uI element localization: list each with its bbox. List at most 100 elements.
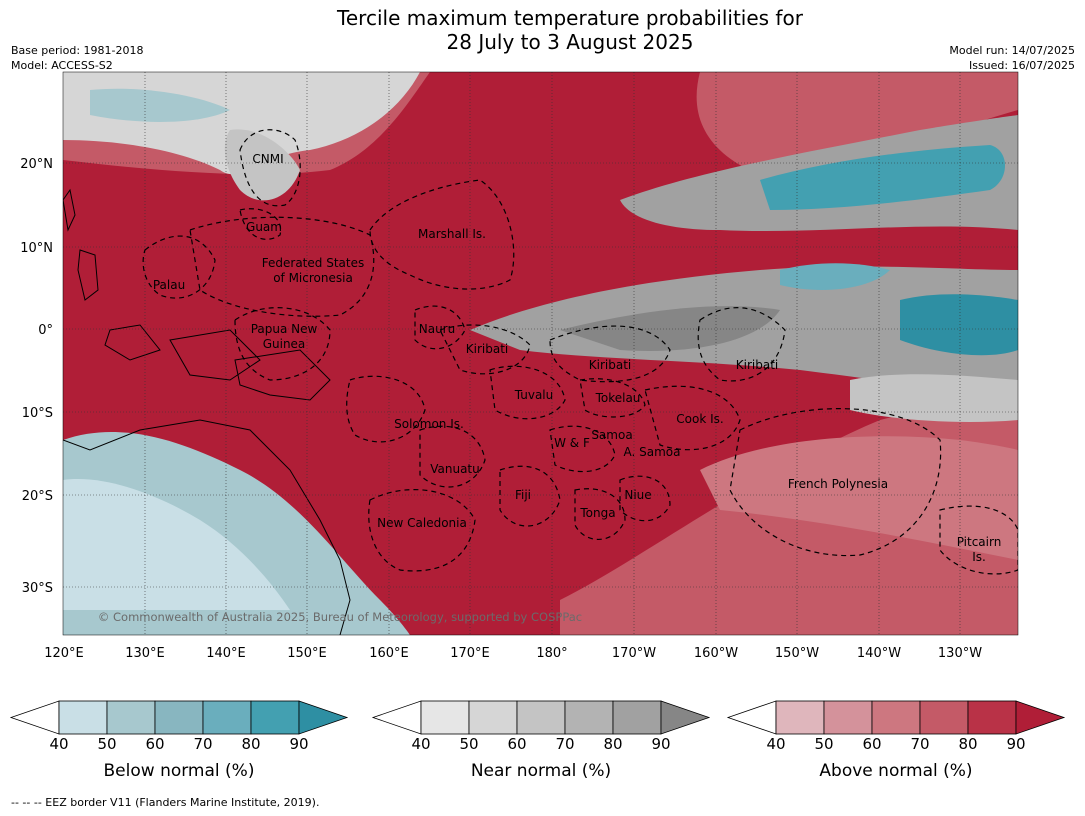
region-label: Tuvalu	[514, 388, 554, 402]
region-label: Solomon Is.	[394, 417, 464, 431]
right-meta: Model run: 14/07/2025 Issued: 16/07/2025	[949, 43, 1075, 73]
region-label: Nauru	[419, 322, 455, 336]
eez-footnote: -- -- -- EEZ border V11 (Flanders Marine…	[11, 796, 320, 809]
colorbar-tick-label: 60	[507, 735, 526, 753]
region-label: Kiribati	[589, 358, 631, 372]
lon-label: 160°E	[369, 646, 409, 661]
colorbar-cell	[823, 700, 873, 735]
title-line-2: 28 July to 3 August 2025	[446, 30, 694, 54]
lon-label: 130°W	[938, 646, 982, 661]
near-normal-legend-title: Near normal (%)	[470, 761, 612, 781]
colorbar-cell	[154, 700, 204, 735]
equatorial-dark-grey	[560, 306, 780, 351]
colorbar-cell	[420, 700, 470, 735]
region-label: Niue	[624, 488, 651, 502]
lon-label: 140°E	[206, 646, 246, 661]
copyright-note: © Commonwealth of Australia 2025, Bureau…	[98, 610, 582, 624]
colorbar-cell	[919, 700, 969, 735]
base-period: Base period: 1981-2018	[11, 44, 144, 57]
region-label: Samoa	[591, 428, 632, 442]
region-label: Palau	[153, 278, 185, 292]
map-frame	[62, 71, 1019, 636]
colorbar-0: 40 50 60 70 80 90	[9, 700, 349, 753]
region-label: Marshall Is.	[418, 227, 486, 241]
colorbar-2: 40 50 60 70 80 90	[726, 700, 1066, 753]
chart-title: Tercile maximum temperature probabilitie…	[0, 6, 1085, 54]
lat-label: 0°	[38, 323, 53, 338]
hawaii-blue-band	[760, 145, 1005, 210]
region-label: Guam	[246, 220, 282, 234]
region-label: CNMI	[252, 152, 283, 166]
colorbar-cell	[250, 700, 300, 735]
colorbar-upper-extend	[298, 700, 349, 735]
lon-label: 150°E	[287, 646, 327, 661]
title-line-1: Tercile maximum temperature probabilitie…	[337, 6, 803, 30]
region-label: Pitcairn	[957, 535, 1002, 549]
cnmi-grey-zone	[224, 129, 300, 201]
colorbar-upper-extend	[1015, 700, 1066, 735]
colorbar-tick-label: 90	[1006, 735, 1025, 753]
colorbar-cell	[967, 700, 1017, 735]
region-label: Tonga	[579, 506, 615, 520]
eez-borders	[142, 129, 1018, 575]
coastline-australia	[63, 419, 351, 635]
colorbar-lower-extend	[9, 700, 60, 735]
region-labels: CNMI Guam Marshall Is. Federated States …	[153, 152, 1001, 564]
lon-label: 170°W	[612, 646, 656, 661]
colorbar-tick-label: 50	[459, 735, 478, 753]
hawaii-pale-zone	[696, 72, 1018, 175]
polynesia-pale-zone	[700, 436, 1018, 560]
region-label: Vanuatu	[430, 462, 480, 476]
model-name: Model: ACCESS-S2	[11, 59, 113, 72]
colorbar-tick-label: 50	[814, 735, 833, 753]
colorbar-cell	[871, 700, 921, 735]
colorbar-tick-label: 60	[862, 735, 881, 753]
colorbar-cell	[106, 700, 156, 735]
issued-date: Issued: 16/07/2025	[968, 59, 1075, 72]
region-label: Cook Is.	[676, 412, 723, 426]
lat-label: 10°N	[20, 241, 53, 256]
lon-label: 150°W	[775, 646, 819, 661]
colorbar-1: 40 50 60 70 80 90	[371, 700, 711, 753]
region-label: Kiribati	[736, 358, 778, 372]
lat-label: 20°S	[22, 489, 53, 504]
below-normal-legend-title: Below normal (%)	[103, 761, 255, 781]
lon-label: 170°E	[450, 646, 490, 661]
colorbar-tick-label: 90	[289, 735, 308, 753]
colorbar-lower-extend	[371, 700, 422, 735]
region-label: New Caledonia	[377, 516, 467, 530]
longitude-labels: 120°E 130°E 140°E 150°E 160°E 170°E 180°…	[44, 646, 982, 661]
region-label: of Micronesia	[273, 271, 353, 285]
central-blue-patch	[780, 263, 890, 290]
philippine-sea-blue	[90, 88, 230, 122]
colorbar-cell	[468, 700, 518, 735]
lat-label: 20°N	[20, 157, 53, 172]
colorbar-tick-label: 70	[193, 735, 212, 753]
lat-label: 30°S	[22, 581, 53, 596]
lon-label: 120°E	[44, 646, 84, 661]
region-label: Guinea	[263, 337, 306, 351]
lon-label: 130°E	[125, 646, 165, 661]
colorbar-cell	[202, 700, 252, 735]
region-label: Is.	[972, 550, 986, 564]
above-normal-legend-title: Above normal (%)	[819, 761, 973, 781]
colorbar-tick-label: 50	[97, 735, 116, 753]
probability-map: CNMI Guam Marshall Is. Federated States …	[20, 71, 1019, 661]
region-label: Kiribati	[466, 342, 508, 356]
region-label: W & F	[554, 436, 590, 450]
east-pacific-blue	[900, 294, 1018, 356]
lat-label: 10°S	[22, 406, 53, 421]
colorbar-tick-label: 40	[49, 735, 68, 753]
colorbar-cell	[612, 700, 662, 735]
map-fields	[63, 72, 1018, 635]
region-label: Papua New	[251, 322, 318, 336]
lon-label: 180°	[536, 646, 567, 661]
model-run: Model run: 14/07/2025	[949, 44, 1075, 57]
colorbar-tick-label: 80	[958, 735, 977, 753]
lon-label: 160°W	[694, 646, 738, 661]
colorbar-cell	[564, 700, 614, 735]
australia-light-blue	[63, 479, 290, 610]
east-grey-zone	[850, 374, 1018, 422]
graticule	[63, 72, 1018, 635]
colorbar-cell	[58, 700, 108, 735]
